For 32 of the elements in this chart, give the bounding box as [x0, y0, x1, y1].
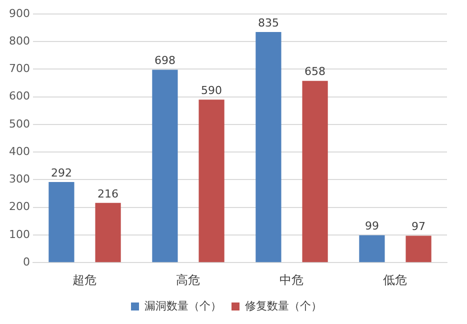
- y-tick-label: 300: [8, 172, 30, 186]
- x-tick-label: 中危: [280, 272, 304, 287]
- legend-label: 漏洞数量（个）: [144, 299, 222, 312]
- y-tick-label: 600: [8, 90, 30, 103]
- data-label: 97: [412, 220, 426, 234]
- x-tick-label: 高危: [176, 272, 200, 287]
- data-label: 698: [154, 54, 176, 68]
- bar: [198, 100, 224, 262]
- bar: [152, 70, 178, 262]
- x-tick-label: 超危: [72, 272, 97, 287]
- y-tick-label: 700: [8, 62, 30, 76]
- bar: [406, 236, 432, 262]
- bar: [256, 32, 282, 262]
- y-tick-label: 400: [8, 144, 30, 158]
- data-label: 835: [258, 16, 279, 30]
- y-tick-label: 500: [8, 117, 30, 130]
- bar: [302, 80, 328, 262]
- y-tick-label: 900: [8, 6, 30, 20]
- y-tick-label: 800: [8, 34, 30, 48]
- x-tick-label: 低危: [383, 272, 408, 287]
- data-label: 658: [304, 65, 326, 78]
- y-tick-label: 0: [22, 255, 30, 268]
- bar: [48, 182, 74, 262]
- legend-label: 修复数量（个）: [245, 299, 322, 312]
- data-label: 590: [201, 84, 222, 97]
- bar: [359, 235, 385, 262]
- data-label: 99: [364, 220, 379, 233]
- bar: [95, 202, 121, 262]
- data-label: 292: [50, 166, 72, 180]
- data-label: 216: [98, 187, 119, 200]
- y-tick-label: 100: [8, 228, 30, 241]
- y-tick-label: 200: [8, 200, 30, 214]
